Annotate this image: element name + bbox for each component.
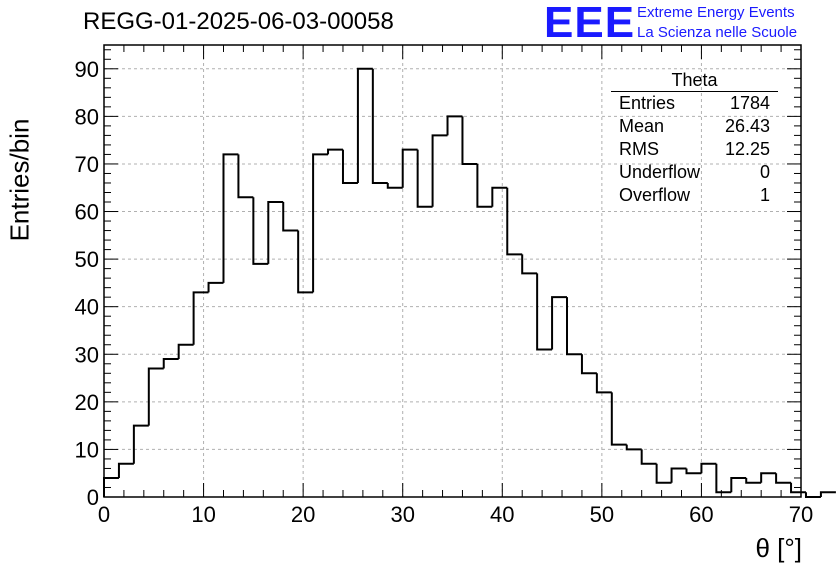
histogram-bin: [371, 68, 388, 184]
histogram-bin: [297, 230, 314, 294]
stats-value: 1784: [729, 93, 770, 113]
stats-value: 1: [759, 185, 770, 205]
stats-row-mean: Mean 26.43: [611, 115, 778, 138]
histogram-bin: [506, 187, 523, 256]
stats-row-underflow: Underflow 0: [611, 161, 778, 184]
x-tick-label: 10: [191, 502, 215, 527]
histogram-bin: [745, 477, 762, 484]
stats-value: 26.43: [724, 116, 770, 136]
x-tick-label: 60: [689, 502, 713, 527]
histogram-bin: [416, 149, 433, 208]
y-tick-label: 70: [75, 152, 99, 177]
stats-label: Overflow: [619, 185, 691, 205]
y-tick-label: 30: [75, 342, 99, 367]
histogram-bin: [476, 163, 493, 208]
histogram-bin: [147, 367, 164, 426]
histogram-bin: [685, 468, 702, 475]
histogram-bin: [580, 354, 597, 375]
histogram-bin: [625, 444, 642, 451]
histogram-bin: [282, 202, 299, 232]
histogram-bin: [222, 153, 239, 283]
histogram-bin: [521, 254, 538, 275]
y-tick-label: 10: [75, 437, 99, 462]
eee-logo: EEE Extreme Energy Events La Scienza nel…: [544, 0, 834, 47]
histogram-bin: [162, 358, 179, 369]
x-axis-label: θ [°]: [755, 533, 802, 563]
x-tick-label: 50: [590, 502, 614, 527]
histogram-bin: [356, 67, 373, 183]
stats-label: Underflow: [619, 162, 701, 182]
stats-label: RMS: [619, 139, 659, 159]
histogram-bin: [640, 449, 657, 465]
histogram-bin: [192, 291, 209, 345]
stats-title: Theta: [611, 70, 778, 92]
histogram-bin: [237, 154, 254, 199]
histogram-bin: [327, 148, 343, 155]
histogram-bin: [610, 392, 627, 446]
histogram-bin: [177, 343, 194, 360]
histogram-bin: [670, 467, 687, 483]
histogram-bin: [566, 297, 582, 356]
histogram-bin: [132, 424, 149, 464]
histogram-bin: [446, 115, 463, 136]
eee-logo-mark: EEE: [544, 0, 636, 47]
histogram-bin: [341, 149, 358, 184]
histogram-bin: [730, 476, 747, 493]
plot-frame: [103, 44, 802, 498]
y-tick-label: 0: [87, 485, 99, 510]
histogram-bin: [431, 134, 448, 207]
histogram-bin: [775, 473, 792, 484]
stats-row-rms: RMS 12.25: [611, 138, 778, 161]
histogram-bin: [655, 463, 672, 484]
stats-label: Mean: [619, 116, 665, 136]
histogram-bin: [804, 492, 821, 498]
x-tick-label: 0: [98, 502, 110, 527]
x-tick-label: 30: [390, 502, 414, 527]
stats-label: Entries: [619, 93, 676, 113]
histogram-bin: [386, 182, 403, 189]
stats-value: 0: [759, 162, 770, 182]
y-tick-label: 90: [75, 57, 99, 82]
histogram-bin: [401, 148, 418, 188]
stats-box: Theta Entries 1784 Mean 26.43 RMS 12.25 …: [611, 70, 778, 207]
x-tick-label: 70: [789, 502, 813, 527]
histogram-bin: [461, 116, 478, 165]
eee-logo-line2: La Scienza nelle Scuole: [637, 24, 798, 41]
histogram-bin: [760, 472, 777, 483]
y-tick-label: 20: [75, 390, 99, 415]
histogram-bin: [267, 201, 284, 264]
histogram-bin: [700, 462, 717, 474]
histogram-bin: [207, 281, 224, 293]
histogram-bin: [117, 462, 134, 478]
histogram-bin: [536, 273, 553, 351]
histogram-bin: [819, 491, 836, 497]
y-tick-label: 60: [75, 200, 99, 225]
histogram-bin: [715, 463, 732, 494]
y-tick-label: 40: [75, 295, 99, 320]
chart-title: REGG-01-2025-06-03-00058: [83, 8, 394, 35]
histogram-bin: [252, 197, 269, 265]
y-tick-label: 50: [75, 247, 99, 272]
histogram-bin: [312, 153, 329, 293]
x-tick-label: 20: [291, 502, 315, 527]
stats-value: 12.25: [724, 139, 770, 159]
histogram-bin: [491, 186, 508, 207]
x-tick-label: 40: [490, 502, 514, 527]
eee-logo-line1: Extreme Energy Events: [637, 4, 795, 21]
stats-row-overflow: Overflow 1: [611, 184, 778, 207]
histogram-bin: [551, 296, 568, 350]
histogram-bin: [595, 373, 612, 394]
y-tick-label: 80: [75, 104, 99, 129]
stats-row-entries: Entries 1784: [611, 92, 778, 115]
